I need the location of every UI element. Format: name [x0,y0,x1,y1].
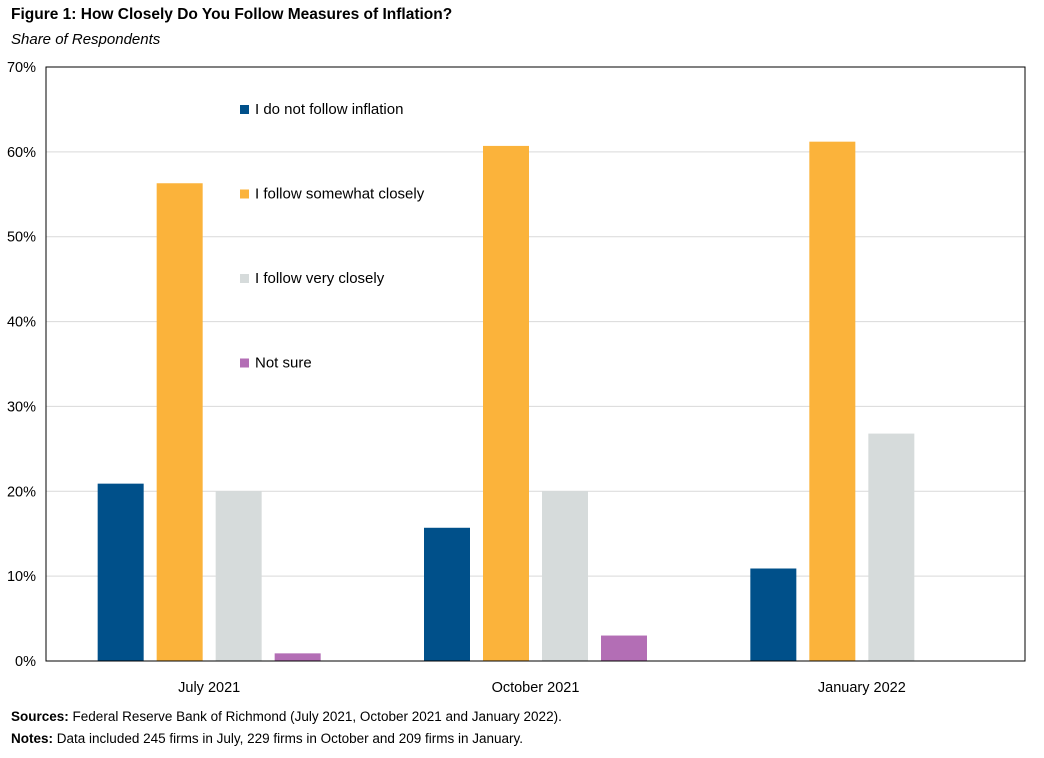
x-tick-label: January 2022 [818,680,906,696]
bar [483,145,529,662]
y-tick-label: 60% [7,145,36,161]
chart-subtitle: Share of Respondents [11,31,161,48]
x-tick-label: October 2021 [492,680,580,696]
bar [542,491,588,661]
sources-label: Sources: [11,709,69,724]
bar [274,653,321,661]
sources-text: Federal Reserve Bank of Richmond (July 2… [72,709,562,724]
legend-swatch [240,358,249,368]
bar [424,527,470,661]
chart-title: Figure 1: How Closely Do You Follow Meas… [11,6,453,23]
x-tick-label: July 2021 [178,680,240,696]
legend-swatch [240,105,249,114]
y-tick-label: 50% [7,230,36,246]
y-tick-label: 30% [7,399,36,415]
bar [156,183,203,662]
legend-label: I do not follow inflation [255,101,403,118]
bar [97,483,144,661]
legend-swatch [240,274,249,283]
y-tick-label: 40% [7,315,36,331]
notes-note: Notes: Data included 245 firms in July, … [11,731,523,746]
sources-note: Sources: Federal Reserve Bank of Richmon… [11,709,562,724]
y-tick-label: 0% [15,654,36,670]
y-tick-label: 20% [7,484,36,500]
bar [215,491,262,661]
notes-label: Notes: [11,731,54,746]
legend-label: I follow very closely [255,270,385,287]
y-tick-label: 70% [7,60,36,76]
y-tick-label: 10% [7,569,36,585]
bar [868,433,915,661]
bar [601,635,647,661]
plot-frame [45,66,1026,662]
bar [809,141,856,661]
legend-swatch [240,189,249,199]
notes-text: Data included 245 firms in July, 229 fir… [56,731,523,746]
bar [750,568,797,661]
legend-label: I follow somewhat closely [255,186,425,203]
legend-label: Not sure [255,355,312,372]
